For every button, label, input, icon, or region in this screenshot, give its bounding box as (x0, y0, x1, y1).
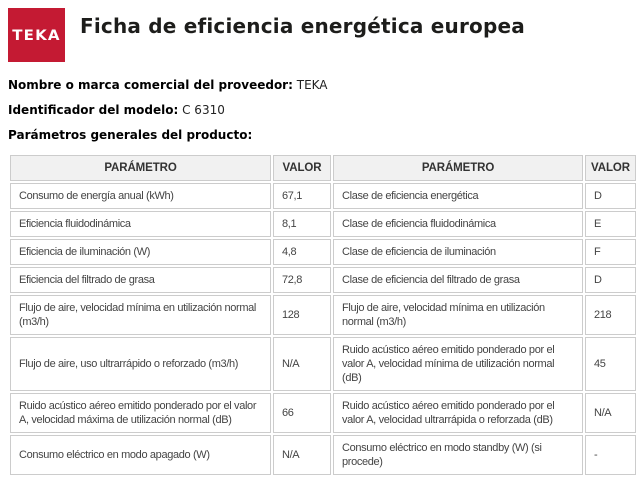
value-cell: 72,8 (273, 267, 331, 293)
value-cell: N/A (585, 393, 636, 433)
value-cell: 4,8 (273, 239, 331, 265)
value-cell: 66 (273, 393, 331, 433)
parameter-cell: Flujo de aire, velocidad mínima en utili… (333, 295, 583, 335)
general-parameters-line: Parámetros generales del producto: (8, 128, 637, 143)
parameter-cell: Consumo eléctrico en modo apagado (W) (10, 435, 271, 475)
value-cell: 67,1 (273, 183, 331, 209)
parameter-cell: Flujo de aire, velocidad mínima en utili… (10, 295, 271, 335)
parameter-cell: Ruido acústico aéreo emitido ponderado p… (10, 393, 271, 433)
value-cell: E (585, 211, 636, 237)
column-header-value-right: VALOR (585, 155, 636, 181)
table-row: Eficiencia fluidodinámica 8,1 Clase de efi… (10, 211, 636, 237)
table-row: Flujo de aire, velocidad mínima en utili… (10, 295, 636, 335)
parameter-cell: Clase de eficiencia fluidodinámica (333, 211, 583, 237)
value-cell: - (585, 435, 636, 475)
supplier-name-label: Nombre o marca comercial del proveedor: (8, 78, 293, 92)
parameter-cell: Clase de eficiencia del filtrado de gras… (333, 267, 583, 293)
model-id-value: C 6310 (182, 103, 225, 117)
parameter-cell: Eficiencia fluidodinámica (10, 211, 271, 237)
column-header-parameter-right: PARÁMETRO (333, 155, 583, 181)
table-header-row: PARÁMETRO VALOR PARÁMETRO VALOR (10, 155, 636, 181)
value-cell: N/A (273, 435, 331, 475)
teka-logo: TEKA (8, 8, 65, 62)
parameters-table-body: Consumo de energía anual (kWh) 67,1 Clase … (10, 183, 636, 475)
parameter-cell: Clase de eficiencia de iluminación (333, 239, 583, 265)
parameter-cell: Eficiencia de iluminación (W) (10, 239, 271, 265)
parameter-cell: Clase de eficiencia energética (333, 183, 583, 209)
table-row: Eficiencia del filtrado de grasa 72,8 Clas… (10, 267, 636, 293)
value-cell: 218 (585, 295, 636, 335)
column-header-parameter-left: PARÁMETRO (10, 155, 271, 181)
value-cell: D (585, 183, 636, 209)
masthead: TEKA Ficha de eficiencia energética euro… (8, 8, 637, 62)
model-id-line: Identificador del modelo: C 6310 (8, 103, 637, 118)
parameter-cell: Consumo eléctrico en modo standby (W) (s… (333, 435, 583, 475)
value-cell: N/A (273, 337, 331, 391)
value-cell: F (585, 239, 636, 265)
table-row: Consumo de energía anual (kWh) 67,1 Clase … (10, 183, 636, 209)
parameter-cell: Ruido acústico aéreo emitido ponderado p… (333, 393, 583, 433)
supplier-name-value: TEKA (296, 78, 328, 92)
general-parameters-label: Parámetros generales del producto: (8, 128, 253, 142)
column-header-value-left: VALOR (273, 155, 331, 181)
parameter-cell: Consumo de energía anual (kWh) (10, 183, 271, 209)
table-row: Ruido acústico aéreo emitido ponderado p… (10, 393, 636, 433)
value-cell: 128 (273, 295, 331, 335)
page-title: Ficha de eficiencia energética europea (80, 14, 525, 38)
table-row: Flujo de aire, uso ultrarrápido o reforz… (10, 337, 636, 391)
parameter-cell: Eficiencia del filtrado de grasa (10, 267, 271, 293)
teka-logo-text: TEKA (12, 26, 61, 44)
model-id-label: Identificador del modelo: (8, 103, 179, 117)
table-row: Eficiencia de iluminación (W) 4,8 Clase de… (10, 239, 636, 265)
value-cell: D (585, 267, 636, 293)
parameter-cell: Ruido acústico aéreo emitido ponderado p… (333, 337, 583, 391)
value-cell: 45 (585, 337, 636, 391)
parameters-table: PARÁMETRO VALOR PARÁMETRO VALOR Consumo … (8, 153, 638, 477)
table-row: Consumo eléctrico en modo apagado (W) N/A… (10, 435, 636, 475)
value-cell: 8,1 (273, 211, 331, 237)
parameter-cell: Flujo de aire, uso ultrarrápido o reforz… (10, 337, 271, 391)
supplier-name-line: Nombre o marca comercial del proveedor: … (8, 78, 637, 93)
